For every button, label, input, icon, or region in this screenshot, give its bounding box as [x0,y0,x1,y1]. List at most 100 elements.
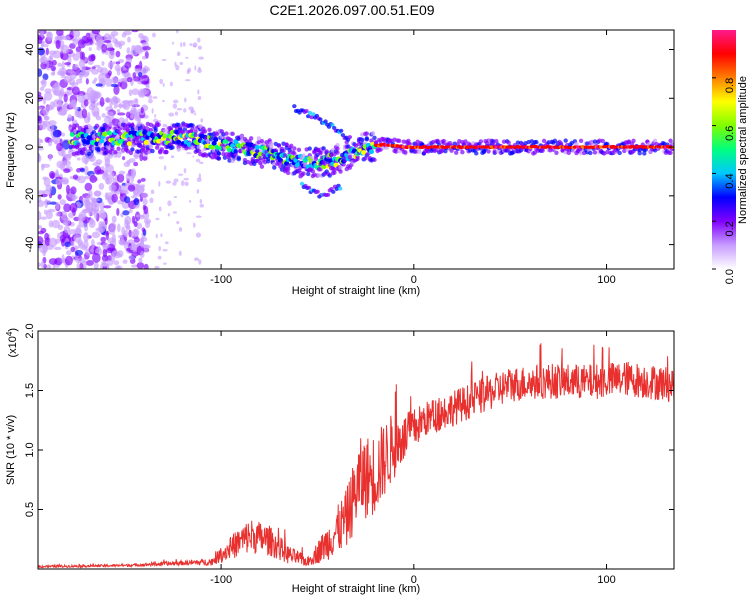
spectrogram-cell [149,197,154,204]
spectrogram-cell [193,257,200,262]
spectrogram-cell [118,234,123,239]
spectrogram-ytick-label: -20 [24,188,36,204]
snr-ytick-label: 2.0 [24,323,36,338]
spectrogram-cell [70,186,77,195]
spectrogram-cell [148,127,154,133]
spectrogram-cell [637,150,642,156]
spectrogram-cell [77,39,86,49]
spectrogram-cell [183,167,187,174]
spectrogram-cell [83,239,89,250]
spectrogram-cell [139,153,144,162]
spectrogram-cell [259,164,265,169]
spectrogram-cell [492,149,497,154]
spectrogram-cell [38,196,42,203]
spectrogram-cell [38,68,43,77]
spectrogram-cell [228,137,234,143]
spectrogram-cell [76,262,81,269]
spectrogram-cell [197,45,202,50]
spectrogram-cell [443,149,448,154]
spectrogram-cell [652,138,658,144]
snr-xtick-label: -100 [210,574,232,586]
spectrogram-cell [78,72,84,77]
colorbar-tick-label: 0.2 [724,221,736,236]
spectrogram-cell [70,246,76,253]
spectrogram-cell [642,151,647,156]
spectrogram-cell [64,255,73,266]
spectrogram-cell [76,157,81,161]
spectrogram-cell [38,142,41,147]
spectrogram-cell [121,32,127,38]
spectrogram-cell [61,254,65,264]
spectrogram-cell [46,31,54,42]
spectrogram-cell [38,225,43,229]
spectrogram-cell [176,108,183,111]
spectrogram-cell [57,98,63,108]
spectrogram-cell [51,219,61,229]
colorbar-gradient [712,30,736,269]
spectrogram-cell [151,107,154,114]
spectrogram-cell [162,123,168,128]
spectrogram-cell [102,131,108,137]
spectrogram-cell [403,150,408,155]
spectrogram-xtick-label: 100 [597,274,615,286]
spectrogram-cell [116,146,121,151]
spectrogram-cell [131,88,140,96]
spectrogram-cell [113,97,121,104]
spectrogram-cell [327,173,332,178]
spectrogram-cell [198,56,204,60]
spectrogram-cell [153,128,158,133]
spectrogram-cell [169,81,173,87]
spectrogram-cell [192,155,195,158]
spectrogram-cell [68,228,77,235]
spectrogram-cell [101,61,105,66]
spectrogram-cell [182,41,186,47]
spectrogram-cell [138,72,143,77]
spectrogram-cell [48,138,54,143]
spectrogram-cell [588,150,593,156]
spectrogram-cell [48,237,58,248]
spectrogram-cell [67,114,73,122]
snr-scale-base: (x10 [7,336,19,357]
spectrogram-cell [101,254,109,262]
spectrogram-cell [85,78,89,85]
spectrogram-cell [130,106,137,115]
spectrogram-cell [211,140,217,146]
spectrogram-cell [255,148,260,154]
spectrogram-cell [197,95,202,101]
spectrogram-cell [40,56,48,65]
spectrogram-cell [137,179,142,184]
spectrogram-cell [60,177,70,185]
spectrogram-cell [71,38,76,42]
spectrogram-cell [57,232,61,239]
spectrogram-cell [72,174,79,180]
spectrogram-cell [64,241,71,248]
spectrogram-cell [292,104,297,109]
spectrogram-cell [74,123,80,128]
spectrogram-cell [45,47,49,56]
spectrogram-cell [142,156,148,161]
spectrogram-cell [108,122,114,127]
spectrogram-cell [285,170,291,176]
spectrogram-cell [91,231,101,239]
spectrogram-cell [118,170,126,175]
spectrogram-cell [42,96,47,105]
spectrogram-cell [301,171,306,176]
spectrogram-cell [48,50,57,55]
spectrogram-cell [81,108,88,119]
spectrogram-cell [150,189,155,195]
spectrogram-cell [131,30,139,33]
spectrogram-cell [136,122,141,127]
spectrogram-cell [115,50,121,58]
spectrogram-cell [116,67,121,76]
colorbar-ticks: 0.0 0.2 0.4 0.6 0.8 [712,77,736,284]
spectrogram-cell [99,201,105,211]
snr-scale-label: (x104) [5,328,19,358]
spectrogram-cell [196,148,201,153]
spectrogram-cell [176,51,181,57]
spectrogram-cell [162,249,168,252]
spectrogram-cell [239,134,245,139]
spectrogram-cell [38,106,43,111]
spectrogram-cell [467,148,473,153]
spectrogram-cell [56,142,63,152]
spectrogram-cell [170,155,175,159]
